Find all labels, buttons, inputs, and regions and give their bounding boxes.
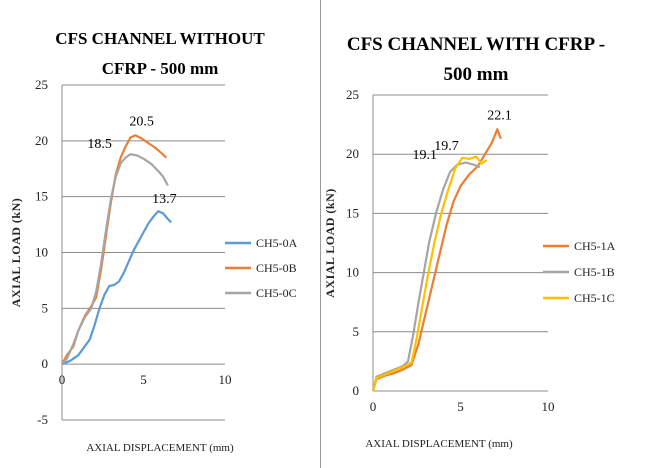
y-tick-label: -5 (37, 412, 48, 427)
y-tick-label: 25 (346, 87, 359, 102)
y-axis-label: AXIAL LOAD (kN) (9, 198, 23, 308)
series-line-ch5-1c (371, 155, 488, 392)
data-label: 22.1 (487, 108, 512, 123)
chart-title-line: 500 mm (444, 64, 509, 85)
y-tick-label: 15 (35, 189, 48, 204)
chart-title-line: CFRP - 500 mm (102, 59, 219, 78)
y-tick-label: 0 (42, 356, 49, 371)
y-tick-label: 5 (42, 300, 49, 315)
y-tick-label: 10 (35, 245, 48, 260)
legend-label: CH5-0B (256, 261, 297, 275)
legend-label: CH5-1C (574, 291, 615, 305)
chart-panel-left: CFS CHANNEL WITHOUT CFRP - 500 mm -5 0 5 10 15… (0, 0, 321, 468)
x-tick-label: 5 (140, 372, 147, 387)
series-line-ch5-0a (61, 210, 172, 366)
series-line-ch5-1b (371, 161, 481, 392)
x-axis-label: AXIAL DISPLACEMENT (mm) (365, 438, 513, 450)
data-label: 18.5 (87, 137, 112, 152)
x-tick-label: 0 (59, 372, 66, 387)
data-label: 19.1 (413, 148, 438, 163)
x-tick-label: 0 (370, 399, 377, 414)
legend-label: CH5-0A (256, 236, 298, 250)
data-label: 19.7 (434, 139, 459, 154)
y-tick-label: 5 (353, 324, 360, 339)
data-label: 20.5 (129, 114, 154, 129)
chart-panel-right: CFS CHANNEL WITH CFRP - 500 mm 0 5 10 15 20 25 0… (321, 0, 646, 468)
series-line-ch5-0c (61, 153, 169, 365)
series-line-ch5-1a (371, 128, 502, 392)
legend-label: CH5-1B (574, 265, 615, 279)
y-tick-label: 10 (346, 265, 359, 280)
x-tick-label: 5 (457, 399, 464, 414)
y-tick-label: 25 (35, 77, 48, 92)
data-label: 13.7 (152, 192, 177, 207)
y-axis-label: AXIAL LOAD (kN) (323, 188, 337, 298)
legend-label: CH5-1A (574, 239, 616, 253)
legend-label: CH5-0C (256, 286, 297, 300)
chart-title-line: CFS CHANNEL WITH CFRP - (347, 34, 605, 55)
x-axis-label: AXIAL DISPLACEMENT (mm) (86, 442, 234, 454)
chart-title-line: CFS CHANNEL WITHOUT (55, 29, 265, 48)
y-tick-label: 15 (346, 205, 359, 220)
x-tick-label: 10 (219, 372, 232, 387)
chart-without-cfrp: CFS CHANNEL WITHOUT CFRP - 500 mm -5 0 5 10 15… (9, 29, 298, 454)
y-tick-label: 20 (346, 146, 359, 161)
x-tick-label: 10 (542, 399, 555, 414)
y-tick-label: 0 (353, 383, 360, 398)
chart-with-cfrp: CFS CHANNEL WITH CFRP - 500 mm 0 5 10 15 20 25 0… (323, 34, 616, 450)
y-tick-label: 20 (35, 133, 48, 148)
